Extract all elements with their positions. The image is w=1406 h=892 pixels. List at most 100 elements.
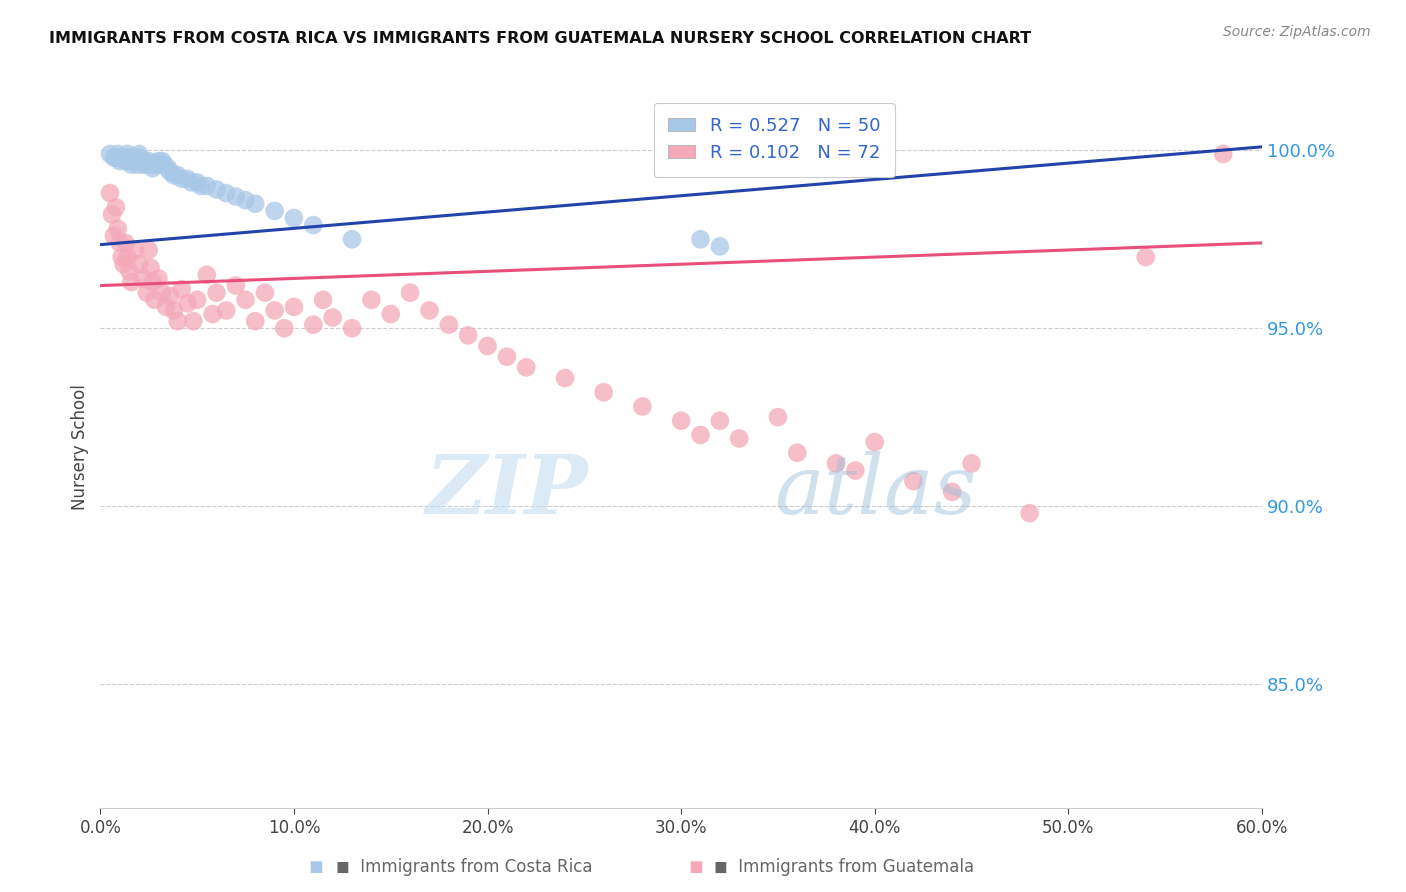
Point — [477, 339, 499, 353]
Point — [124, 154, 146, 169]
Point — [709, 414, 731, 428]
Point — [186, 293, 208, 307]
Text: ◼  Immigrants from Costa Rica: ◼ Immigrants from Costa Rica — [336, 858, 592, 876]
Point — [205, 182, 228, 196]
Point — [176, 296, 198, 310]
Point — [135, 158, 157, 172]
Point — [134, 154, 156, 169]
Point — [118, 154, 141, 169]
Point — [139, 158, 162, 172]
Point — [120, 158, 142, 172]
Point — [437, 318, 460, 332]
Point — [114, 154, 136, 169]
Point — [124, 243, 146, 257]
Point — [117, 147, 139, 161]
Point — [380, 307, 402, 321]
Point — [554, 371, 576, 385]
Point — [245, 314, 267, 328]
Point — [592, 385, 614, 400]
Point — [235, 193, 257, 207]
Point — [163, 303, 186, 318]
Point — [302, 318, 325, 332]
Point — [170, 282, 193, 296]
Point — [166, 314, 188, 328]
Y-axis label: Nursery School: Nursery School — [72, 384, 89, 510]
Point — [176, 171, 198, 186]
Point — [181, 314, 204, 328]
Point — [142, 161, 165, 176]
Point — [104, 151, 127, 165]
Point — [225, 189, 247, 203]
Point — [103, 228, 125, 243]
Text: ◼  Immigrants from Guatemala: ◼ Immigrants from Guatemala — [713, 858, 974, 876]
Point — [112, 257, 135, 271]
Point — [689, 232, 711, 246]
Point — [263, 303, 285, 318]
Point — [118, 151, 141, 165]
Point — [631, 400, 654, 414]
Point — [114, 235, 136, 250]
Point — [112, 151, 135, 165]
Point — [143, 293, 166, 307]
Point — [129, 154, 152, 169]
Point — [195, 178, 218, 193]
Point — [150, 154, 173, 169]
Text: ZIP: ZIP — [426, 450, 588, 531]
Point — [960, 457, 983, 471]
Text: ◼: ◼ — [689, 858, 703, 876]
Point — [766, 410, 789, 425]
Point — [138, 243, 160, 257]
Point — [215, 303, 238, 318]
Point — [689, 428, 711, 442]
Point — [205, 285, 228, 300]
Point — [118, 264, 141, 278]
Point — [340, 321, 363, 335]
Point — [253, 285, 276, 300]
Point — [190, 178, 212, 193]
Point — [122, 151, 145, 165]
Point — [786, 446, 808, 460]
Point — [103, 151, 125, 165]
Point — [360, 293, 382, 307]
Point — [825, 457, 848, 471]
Point — [155, 300, 177, 314]
Point — [111, 250, 134, 264]
Point — [170, 171, 193, 186]
Point — [1135, 250, 1157, 264]
Point — [941, 484, 963, 499]
Text: ◼: ◼ — [309, 858, 323, 876]
Point — [159, 289, 181, 303]
Point — [496, 350, 519, 364]
Point — [186, 175, 208, 189]
Point — [163, 169, 186, 183]
Text: Source: ZipAtlas.com: Source: ZipAtlas.com — [1223, 25, 1371, 39]
Point — [322, 310, 344, 325]
Point — [225, 278, 247, 293]
Point — [101, 207, 124, 221]
Point — [107, 221, 129, 235]
Point — [263, 203, 285, 218]
Point — [148, 158, 170, 172]
Point — [143, 158, 166, 172]
Point — [283, 300, 305, 314]
Point — [235, 293, 257, 307]
Point — [139, 260, 162, 275]
Point — [166, 169, 188, 183]
Point — [844, 463, 866, 477]
Point — [132, 158, 155, 172]
Point — [709, 239, 731, 253]
Point — [180, 175, 202, 189]
Text: atlas: atlas — [775, 450, 976, 531]
Point — [120, 275, 142, 289]
Point — [98, 147, 121, 161]
Point — [728, 432, 751, 446]
Point — [148, 271, 170, 285]
Point — [215, 186, 238, 200]
Point — [128, 151, 150, 165]
Point — [148, 154, 170, 169]
Point — [399, 285, 422, 300]
Text: IMMIGRANTS FROM COSTA RICA VS IMMIGRANTS FROM GUATEMALA NURSERY SCHOOL CORRELATI: IMMIGRANTS FROM COSTA RICA VS IMMIGRANTS… — [49, 31, 1032, 46]
Point — [128, 257, 150, 271]
Point — [108, 151, 131, 165]
Point — [138, 154, 160, 169]
